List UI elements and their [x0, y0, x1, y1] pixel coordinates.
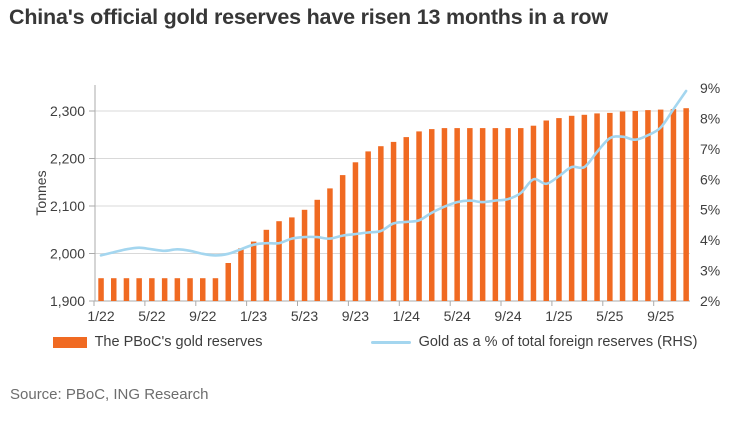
source-note: Source: PBoC, ING Research	[10, 386, 209, 403]
svg-text:2,200: 2,200	[50, 151, 85, 167]
svg-text:1,900: 1,900	[50, 293, 85, 309]
legend-label-gold-reserves: The PBoC's gold reserves	[94, 334, 263, 350]
page-title: China's official gold reserves have rise…	[9, 5, 608, 29]
svg-text:1/22: 1/22	[87, 308, 114, 324]
svg-text:Tonnes: Tonnes	[33, 170, 49, 215]
svg-text:5/22: 5/22	[138, 308, 165, 324]
svg-text:2%: 2%	[700, 293, 720, 309]
svg-text:9%: 9%	[700, 80, 720, 96]
svg-text:9/22: 9/22	[189, 308, 216, 324]
line-series-swatch	[370, 340, 411, 344]
svg-text:5/25: 5/25	[596, 308, 623, 324]
legend-item-gold-reserves: The PBoC's gold reserves	[52, 334, 263, 350]
svg-text:4%: 4%	[700, 232, 720, 248]
svg-text:1/25: 1/25	[545, 308, 572, 324]
svg-text:1/23: 1/23	[240, 308, 267, 324]
svg-text:2,100: 2,100	[50, 198, 85, 214]
legend-item-pct-reserves: Gold as a % of total foreign reserves (R…	[370, 334, 698, 350]
svg-text:9/24: 9/24	[494, 308, 521, 324]
svg-text:9/23: 9/23	[342, 308, 369, 324]
svg-text:7%: 7%	[700, 141, 720, 157]
svg-text:3%: 3%	[700, 263, 720, 279]
bar-series-swatch	[52, 336, 87, 348]
svg-text:5%: 5%	[700, 202, 720, 218]
legend-label-pct-reserves: Gold as a % of total foreign reserves (R…	[418, 334, 698, 350]
svg-text:9/25: 9/25	[647, 308, 674, 324]
svg-text:6%: 6%	[700, 171, 720, 187]
svg-text:2,000: 2,000	[50, 246, 85, 262]
svg-text:1/24: 1/24	[393, 308, 420, 324]
legend: The PBoC's gold reserves Gold as a % of …	[0, 334, 750, 350]
svg-text:5/24: 5/24	[444, 308, 471, 324]
svg-text:5/23: 5/23	[291, 308, 318, 324]
svg-text:8%: 8%	[700, 110, 720, 126]
svg-text:2,300: 2,300	[50, 103, 85, 119]
